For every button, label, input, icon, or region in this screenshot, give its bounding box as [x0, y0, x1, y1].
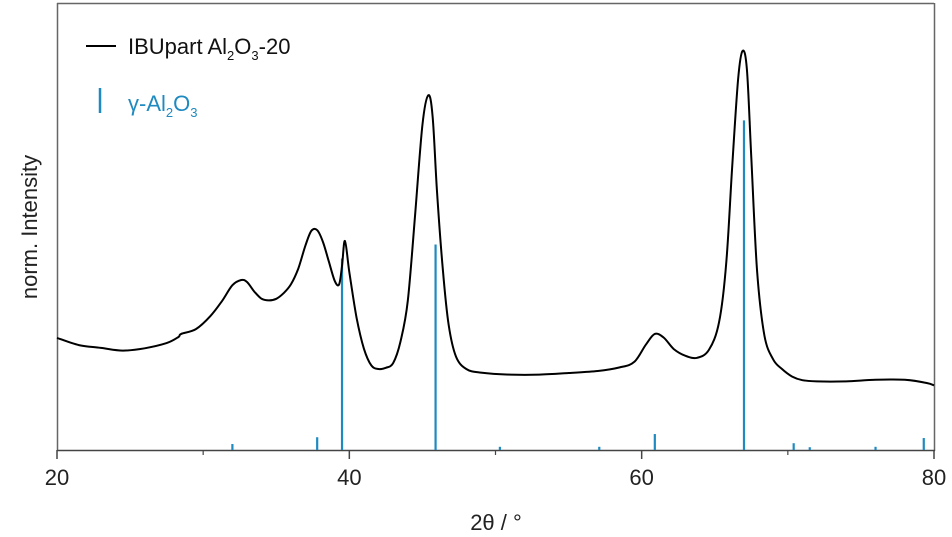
x-axis-tick-labels: 20 40 60 80: [45, 465, 946, 490]
x-tick-label: 80: [922, 465, 946, 490]
legend-label-ibupart: IBUpart Al2O3-20: [128, 34, 290, 63]
y-axis-title: norm. Intensity: [17, 155, 42, 299]
legend: IBUpart Al2O3-20 γ-Al2O3: [86, 34, 290, 120]
x-tick-label: 40: [337, 465, 361, 490]
x-axis-ticks: [56, 450, 935, 459]
x-axis-title: 2θ / °: [470, 510, 522, 535]
legend-label-gamma-alumina: γ-Al2O3: [128, 91, 197, 120]
measured-pattern-line: [56, 49, 935, 387]
x-tick-label: 20: [45, 465, 69, 490]
reference-pattern-sticks: [231, 120, 925, 450]
x-tick-label: 60: [629, 465, 653, 490]
